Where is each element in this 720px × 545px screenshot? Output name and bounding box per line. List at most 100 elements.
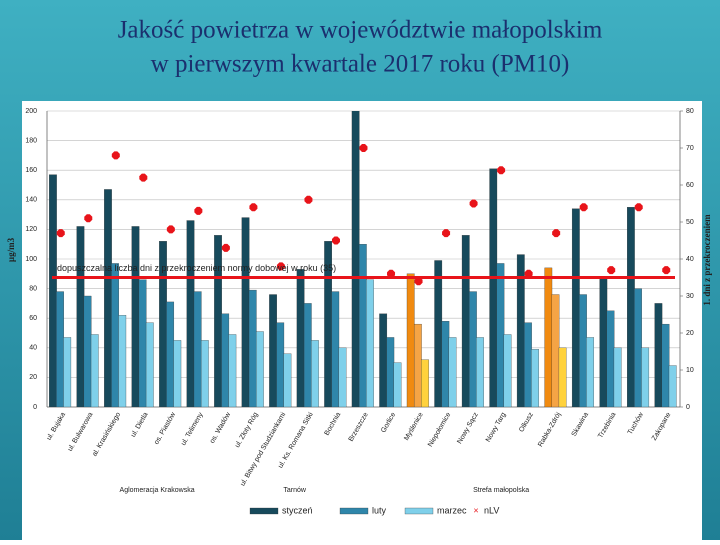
y-tick-label: 100 bbox=[25, 256, 37, 263]
y2-tick-label: 40 bbox=[686, 256, 694, 263]
bar bbox=[544, 267, 553, 407]
y2-tick-label: 70 bbox=[686, 145, 694, 152]
group-label: Strefa małopolska bbox=[473, 487, 529, 494]
bar bbox=[104, 189, 112, 407]
marker bbox=[111, 151, 120, 160]
bar bbox=[76, 226, 85, 407]
marker bbox=[166, 225, 175, 234]
bar bbox=[241, 217, 250, 407]
y-tick-label: 120 bbox=[25, 226, 37, 233]
bar bbox=[586, 337, 595, 407]
bar bbox=[200, 340, 209, 407]
y-tick-label: 40 bbox=[29, 345, 37, 352]
bar bbox=[256, 331, 264, 407]
bar bbox=[118, 315, 127, 407]
marker bbox=[634, 203, 643, 212]
bar bbox=[338, 347, 347, 407]
marker bbox=[552, 229, 561, 238]
y2-tick-label: 80 bbox=[686, 108, 694, 115]
bars bbox=[49, 111, 677, 407]
marker bbox=[139, 173, 148, 182]
bar bbox=[138, 279, 147, 407]
bar bbox=[558, 347, 567, 407]
bar bbox=[634, 288, 642, 407]
y2-tick-label: 20 bbox=[686, 330, 694, 337]
bar bbox=[469, 291, 477, 407]
y-tick-label: 160 bbox=[25, 167, 37, 174]
y2-axis-label: 1. dni z przekroczeniem bbox=[702, 214, 712, 306]
marker bbox=[524, 269, 533, 278]
bar bbox=[406, 273, 415, 407]
marker bbox=[662, 266, 671, 275]
y-tick-label: 60 bbox=[29, 315, 37, 322]
bar bbox=[221, 313, 230, 407]
bar bbox=[83, 295, 92, 407]
bar bbox=[173, 340, 182, 407]
bar bbox=[476, 337, 484, 407]
marker bbox=[469, 199, 478, 208]
chart-subtitle: w pierwszym kwartale 2017 roku (PM10) bbox=[151, 51, 570, 78]
bar bbox=[166, 301, 175, 407]
bar bbox=[358, 244, 367, 407]
legend-marker: × bbox=[473, 505, 478, 515]
bar bbox=[421, 359, 429, 407]
threshold-label: dopuszczalna liczba dni z przekroczeniem… bbox=[57, 263, 336, 273]
bar bbox=[186, 220, 195, 407]
marker bbox=[387, 269, 396, 278]
bar bbox=[193, 291, 202, 407]
y2-tick-label: 30 bbox=[686, 293, 694, 300]
marker bbox=[359, 144, 368, 152]
bar bbox=[311, 340, 319, 407]
bar bbox=[56, 291, 64, 407]
y2-tick-label: 10 bbox=[686, 367, 694, 374]
bar bbox=[434, 260, 443, 407]
bar bbox=[63, 337, 72, 407]
bar bbox=[613, 347, 622, 407]
bar bbox=[248, 289, 257, 407]
bar bbox=[90, 334, 99, 407]
bar bbox=[49, 174, 57, 407]
bar bbox=[627, 207, 635, 407]
marker bbox=[414, 277, 423, 286]
marker bbox=[221, 243, 230, 252]
bar bbox=[489, 168, 498, 407]
y-tick-label: 200 bbox=[25, 108, 37, 115]
bar bbox=[551, 294, 560, 407]
marker bbox=[56, 229, 65, 238]
bar bbox=[214, 235, 222, 407]
y-axis-label: µg/m3 bbox=[6, 237, 16, 262]
bar bbox=[351, 111, 360, 407]
bar bbox=[111, 263, 119, 407]
bar bbox=[413, 323, 422, 407]
marker bbox=[84, 214, 93, 223]
marker bbox=[442, 229, 451, 238]
y-tick-label: 20 bbox=[29, 374, 37, 381]
legend-label: marzec bbox=[437, 505, 467, 515]
bar bbox=[441, 321, 450, 407]
bar bbox=[366, 279, 374, 407]
y-tick-label: 0 bbox=[33, 404, 37, 411]
group-label: Tarnów bbox=[283, 487, 307, 494]
bar bbox=[599, 276, 608, 407]
marker bbox=[607, 266, 616, 275]
legend-label: nLV bbox=[484, 505, 499, 515]
bar bbox=[228, 334, 237, 407]
y-tick-label: 180 bbox=[25, 137, 37, 144]
bar bbox=[503, 334, 512, 407]
bar bbox=[668, 365, 677, 407]
bar bbox=[579, 294, 587, 407]
bar bbox=[606, 310, 615, 407]
legend-label: luty bbox=[372, 505, 387, 515]
bar bbox=[524, 322, 532, 407]
bar bbox=[269, 294, 277, 407]
bar bbox=[393, 362, 402, 407]
legend-swatch bbox=[339, 507, 369, 515]
bar bbox=[461, 235, 470, 407]
bar bbox=[641, 347, 650, 407]
bar bbox=[331, 291, 340, 407]
bar bbox=[276, 322, 285, 407]
bar bbox=[496, 263, 505, 407]
y-tick-label: 140 bbox=[25, 197, 37, 204]
bar bbox=[531, 349, 539, 407]
chart-title: Jakość powietrza w województwie małopols… bbox=[118, 17, 603, 44]
